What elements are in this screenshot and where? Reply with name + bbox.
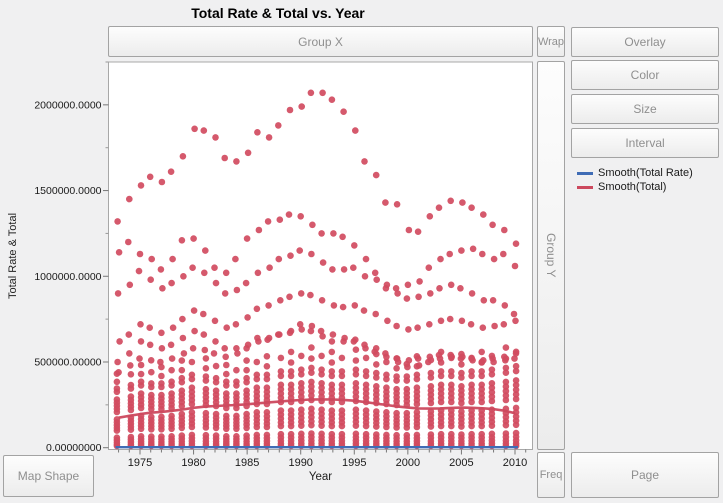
- drop-zone-group-x-label: Group X: [298, 34, 343, 49]
- legend-item-smooth-total[interactable]: Smooth(Total): [577, 180, 693, 194]
- color-label: Color: [630, 68, 660, 82]
- drop-zone-map-shape-label: Map Shape: [17, 469, 80, 483]
- svg-text:1995: 1995: [342, 457, 366, 469]
- drop-zone-wrap-label: Wrap: [537, 35, 565, 48]
- svg-text:1500000.0000: 1500000.0000: [34, 185, 101, 197]
- svg-text:1990: 1990: [288, 457, 312, 469]
- size-label: Size: [633, 102, 657, 116]
- size-drop-zone-button[interactable]: Size: [571, 94, 719, 124]
- overlay-drop-zone-button[interactable]: Overlay: [571, 27, 719, 57]
- legend-item-smooth-total-rate[interactable]: Smooth(Total Rate): [577, 166, 693, 180]
- drop-zone-group-x[interactable]: Group X: [108, 26, 533, 57]
- drop-zone-freq-label: Freq: [539, 469, 563, 481]
- legend-label-smooth-total: Smooth(Total): [598, 181, 667, 193]
- drop-zone-group-y[interactable]: Group Y: [537, 61, 565, 450]
- graph-title: Total Rate & Total vs. Year: [191, 5, 365, 21]
- drop-zone-page-label: Page: [630, 468, 660, 482]
- scatter-plot[interactable]: 2000000.0000 1500000.0000 1000000.0000 5000…: [0, 55, 560, 503]
- legend-line-smooth-total-rate: [577, 171, 593, 175]
- svg-text:2000000.0000: 2000000.0000: [34, 99, 101, 111]
- color-drop-zone-button[interactable]: Color: [571, 60, 719, 90]
- interval-drop-zone-button[interactable]: Interval: [571, 128, 719, 158]
- drop-zone-wrap[interactable]: Wrap: [537, 26, 565, 57]
- x-axis-title: Year: [308, 471, 333, 483]
- svg-text:1985: 1985: [235, 457, 259, 469]
- svg-text:2010: 2010: [503, 457, 527, 469]
- svg-text:2005: 2005: [449, 457, 473, 469]
- svg-text:0.00000000: 0.00000000: [46, 442, 102, 454]
- svg-text:1980: 1980: [181, 457, 205, 469]
- svg-text:1000000.0000: 1000000.0000: [34, 271, 101, 283]
- svg-text:1975: 1975: [128, 457, 152, 469]
- svg-text:2000: 2000: [396, 457, 420, 469]
- legend-label-smooth-total-rate: Smooth(Total Rate): [598, 167, 693, 179]
- interval-label: Interval: [625, 136, 665, 150]
- drop-zone-map-shape[interactable]: Map Shape: [3, 455, 94, 497]
- legend: Smooth(Total Rate) Smooth(Total): [577, 166, 693, 194]
- legend-line-smooth-total: [577, 185, 593, 189]
- drop-zone-page[interactable]: Page: [571, 452, 719, 498]
- svg-text:500000.00000: 500000.00000: [34, 356, 101, 368]
- drop-zone-group-y-label: Group Y: [544, 233, 558, 278]
- overlay-label: Overlay: [624, 35, 666, 49]
- drop-zone-freq[interactable]: Freq: [537, 452, 565, 498]
